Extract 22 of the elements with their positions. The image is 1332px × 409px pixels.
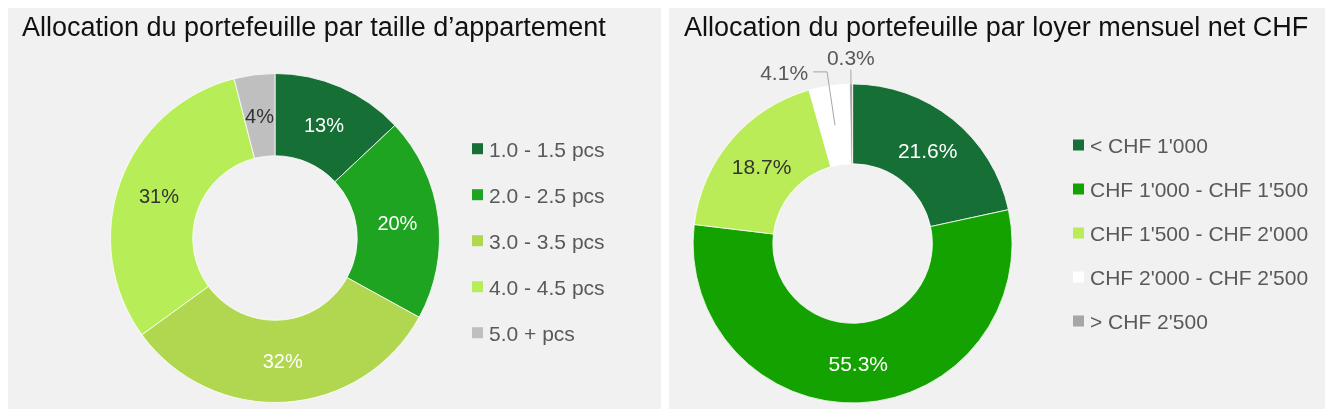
legend-label: 3.0 - 3.5 pcs [489, 229, 605, 253]
legend-label: CHF 1'000 - CHF 1'500 [1090, 177, 1309, 201]
data-label: 55.3% [828, 351, 889, 375]
data-label: 0.3% [826, 45, 875, 69]
chart-title: Allocation du portefeuille par loyer mensuel net CHF [684, 12, 1309, 42]
legend-label: 5.0 + pcs [489, 321, 575, 345]
data-label: 13% [303, 113, 345, 136]
data-label: 4.1% [760, 60, 809, 84]
legend-label: > CHF 2'500 [1090, 309, 1208, 333]
legend-label: 2.0 - 2.5 pcs [489, 183, 605, 207]
legend-label: < CHF 1'000 [1090, 133, 1208, 157]
data-label: 31% [138, 185, 180, 208]
legend-label: CHF 2'000 - CHF 2'500 [1090, 265, 1309, 289]
data-label: 4% [245, 104, 275, 127]
chart-title: Allocation du portefeuille par taille d’appartement [22, 12, 607, 42]
legend-label: 4.0 - 4.5 pcs [489, 275, 605, 299]
data-label: 20% [377, 211, 418, 234]
data-label: 32% [262, 350, 303, 373]
data-label: 18.7% [731, 154, 792, 178]
data-label: 21.6% [897, 138, 958, 162]
legend-label: CHF 1'500 - CHF 2'000 [1090, 221, 1309, 245]
legend-label: 1.0 - 1.5 pcs [489, 137, 605, 161]
